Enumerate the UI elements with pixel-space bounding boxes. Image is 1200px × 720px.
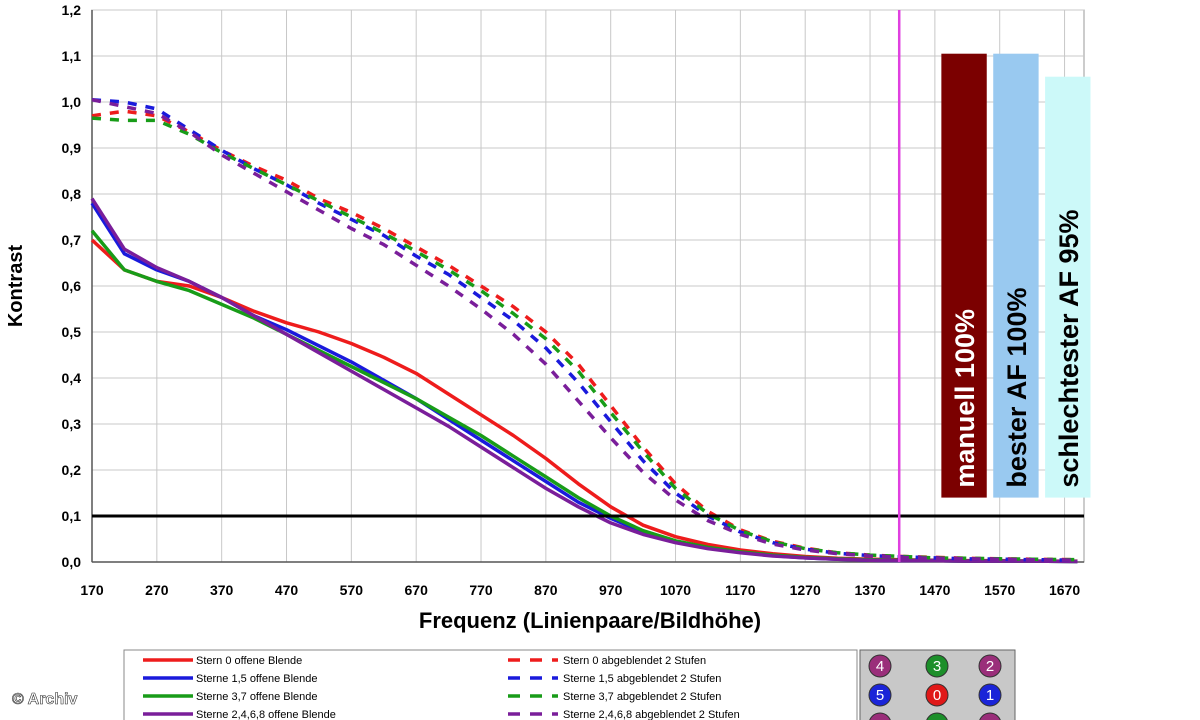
legend: Stern 0 offene Blende Sterne 1,5 offene B… xyxy=(143,655,740,720)
series-group xyxy=(90,97,1078,564)
star-circle-5 xyxy=(868,683,892,707)
x-tick-14: 1570 xyxy=(984,582,1015,598)
y-tick-12: 1,2 xyxy=(62,2,82,18)
x-tick-5: 670 xyxy=(405,582,429,598)
star-circle-0 xyxy=(925,683,949,707)
y-tick-4: 0,4 xyxy=(62,370,82,386)
x-tick-3: 470 xyxy=(275,582,299,598)
y-tick-11: 1,1 xyxy=(62,48,82,64)
legend-entry-0: Stern 0 offene Blende xyxy=(196,655,302,667)
y-tick-1: 0,1 xyxy=(62,508,82,524)
bar-1 xyxy=(993,53,1039,498)
y-tick-7: 0,7 xyxy=(62,232,82,248)
legend-entry-3: Sterne 2,4,6,8 offene Blende xyxy=(196,709,336,720)
star-number-4: 4 xyxy=(876,658,884,675)
star-number-5: 5 xyxy=(876,687,884,704)
x-tick-2: 370 xyxy=(210,582,234,598)
y-tick-2: 0,2 xyxy=(62,462,82,478)
legend-entry-5: Sterne 1,5 abgeblendet 2 Stufen xyxy=(563,673,721,685)
y-tick-3: 0,3 xyxy=(62,416,82,432)
star-circle-4 xyxy=(868,654,892,678)
x-tick-7: 870 xyxy=(534,582,558,598)
x-tick-6: 770 xyxy=(469,582,493,598)
star-circle-1 xyxy=(978,683,1002,707)
star-number-2: 2 xyxy=(986,658,994,675)
legend-entry-1: Sterne 1,5 offene Blende xyxy=(196,673,318,685)
x-tick-8: 970 xyxy=(599,582,623,598)
x-tick-11: 1270 xyxy=(790,582,821,598)
legend-box xyxy=(123,649,858,720)
y-tick-6: 0,6 xyxy=(62,278,82,294)
y-tick-0: 0,0 xyxy=(62,554,82,570)
star-circle-partial-0 xyxy=(869,712,891,720)
star-number-1: 1 xyxy=(986,687,994,704)
x-tick-12: 1370 xyxy=(854,582,885,598)
star-circle-partial-1 xyxy=(926,712,948,720)
y-tick-8: 0,8 xyxy=(62,186,82,202)
bar-label-0: manuell 100% xyxy=(950,309,980,488)
star-inset-circles: 4 3 2 5 0 1 xyxy=(868,654,1002,720)
x-tick-0: 170 xyxy=(80,582,104,598)
star-number-3: 3 xyxy=(933,658,941,675)
x-tick-15: 1670 xyxy=(1049,582,1080,598)
y-tick-10: 1,0 xyxy=(62,94,82,110)
bar-0 xyxy=(941,53,987,498)
x-tick-4: 570 xyxy=(340,582,364,598)
star-circle-3 xyxy=(925,654,949,678)
legend-entry-4: Stern 0 abgeblendet 2 Stufen xyxy=(563,655,706,667)
star-number-0: 0 xyxy=(933,687,941,704)
watermark: © Archiv xyxy=(12,691,78,708)
legend-entry-7: Sterne 2,4,6,8 abgeblendet 2 Stufen xyxy=(563,709,740,720)
series-line-3 xyxy=(90,197,1078,564)
y-tick-9: 0,9 xyxy=(62,140,82,156)
x-tick-1: 270 xyxy=(145,582,169,598)
star-circle-partial-2 xyxy=(979,712,1001,720)
y-axis-title: Kontrast xyxy=(5,245,27,328)
legend-entry-2: Sterne 3,7 offene Blende xyxy=(196,691,318,703)
x-tick-labels: 170 270 370 470 570 670 770 870 970 1070 1170 1270 1… xyxy=(80,582,1080,598)
series-line-6 xyxy=(91,116,1078,562)
x-tick-9: 1070 xyxy=(660,582,691,598)
bar-label-1: bester AF 100% xyxy=(1002,288,1032,488)
x-axis-title: Frequenz (Linienpaare/Bildhöhe) xyxy=(419,608,761,633)
bar-2 xyxy=(1045,76,1091,498)
y-tick-labels: 0,0 0,1 0,2 0,3 0,4 0,5 0,6 0,7 0,8 0,9 1,0 1,1 1,2 xyxy=(62,2,82,570)
x-tick-10: 1170 xyxy=(725,582,756,598)
legend-entry-6: Sterne 3,7 abgeblendet 2 Stufen xyxy=(563,691,721,703)
x-tick-13: 1470 xyxy=(919,582,950,598)
star-circle-2 xyxy=(978,654,1002,678)
bar-label-2: schlechtester AF 95% xyxy=(1054,209,1084,487)
series-line-7 xyxy=(91,97,1078,562)
bar-group: manuell 100% bester AF 100% schlechtester … xyxy=(941,53,1091,498)
y-tick-5: 0,5 xyxy=(62,324,82,340)
